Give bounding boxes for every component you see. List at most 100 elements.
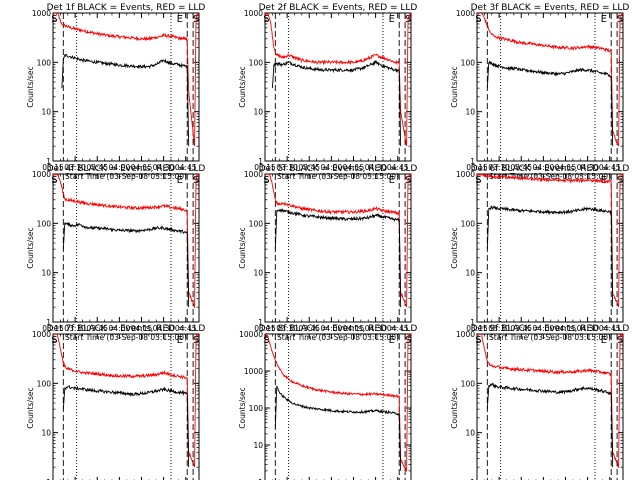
x-tick-label: 03:45 [510,324,532,333]
x-tick-label: 03:15 [254,324,276,333]
x-tick-label: 04:15 [131,163,153,172]
series-line-red [53,334,199,468]
event-marker-s: S [263,14,269,25]
x-tick-label: 04:15 [555,324,577,333]
y-tick-label: 100 [249,404,264,413]
event-marker-s: S [475,175,481,186]
panel-title: Det 7f BLACK = Events, RED = LLD [47,324,206,334]
x-tick-label: 04:45 [599,163,621,172]
y-axis-label: Counts/sec [26,227,35,268]
x-tick-label: 04:30 [153,163,175,172]
event-marker-e: E [177,14,183,25]
x-tick-label: 04:30 [153,324,175,333]
y-axis-label: Counts/sec [238,227,247,268]
y-tick-label: 10000 [239,330,263,339]
y-tick-label: 1 [258,318,263,327]
y-tick-label: 1000 [244,367,263,376]
panel-title: Det 1f BLACK = Events, RED = LLD [47,3,206,13]
series-line-black [486,60,614,147]
detector-panel-6: Det 6f BLACK = Events, RED = LLD 1 10 100 10… [450,164,629,342]
x-tick-label: 03:30 [488,324,510,333]
series-line-red [265,334,411,473]
y-tick-label: 100 [37,58,52,67]
x-tick-label: 03:15 [254,163,276,172]
event-marker-e: E [389,335,395,346]
x-tick-label: 03:15 [42,324,64,333]
x-tick-label: 04:15 [555,163,577,172]
x-tick-label: 03:30 [64,163,86,172]
y-axis-label: Counts/sec [450,227,459,268]
panel-title: Det 4f BLACK = Events, RED = LLD [47,164,206,174]
event-marker-s: S [263,175,269,186]
plot-frame [476,12,624,162]
x-tick-label: 03:45 [510,163,532,172]
x-tick-label: 03:45 [86,324,108,333]
y-tick-label: 10 [41,429,51,438]
x-tick-label: 04:45 [387,163,409,172]
event-marker-e: E [389,14,395,25]
plot-frame [476,173,624,323]
plot-frame [264,173,412,323]
series-line-red [265,13,411,147]
panel-title: Det 3f BLACK = Events, RED = LLD [471,3,630,13]
series-line-black [486,382,614,468]
event-marker-e: E [601,14,607,25]
panel-title: Det 5f BLACK = Events, RED = LLD [259,164,418,174]
series-line-black [274,385,402,471]
detector-panel-3: Det 3f BLACK = Events, RED = LLD 1 10 100 10… [450,3,629,181]
y-axis-label: Counts/sec [26,387,35,428]
y-tick-label: 10 [41,269,51,278]
x-tick-label: 04:30 [365,324,387,333]
event-marker-s: S [263,335,269,346]
event-marker-e: E [177,175,183,186]
series-line-red [477,13,623,147]
y-tick-label: 100 [461,379,476,388]
x-tick-label: 04:15 [343,163,365,172]
y-tick-label: 100 [37,219,52,228]
y-tick-label: 1000 [244,170,263,179]
detector-panel-1: Det 1f BLACK = Events, RED = LLD 1 10 100 10… [26,3,205,181]
y-axis-label: Counts/sec [238,66,247,107]
y-tick-label: 1 [258,157,263,166]
x-axis-label: Start Time (03-Sep-08 03:15:00) [489,333,611,342]
panel-title: Det 8f BLACK = Events, RED = LLD [259,324,418,334]
series-line-black [62,221,190,308]
x-tick-label: 04:00 [109,324,131,333]
series-line-black [61,53,190,147]
detector-panel-2: Det 2f BLACK = Events, RED = LLD 1 10 100 10… [238,3,417,181]
event-marker-e: E [177,335,183,346]
detector-panel-5: Det 5f BLACK = Events, RED = LLD 1 10 100 10… [238,164,417,342]
y-tick-label: 100 [249,58,264,67]
event-marker-s: S [475,335,481,346]
series-line-red [53,13,199,147]
x-tick-label: 04:00 [533,324,555,333]
plot-frame [52,333,200,483]
x-tick-label: 03:30 [488,163,510,172]
panel-title: Det 6f BLACK = Events, RED = LLD [471,164,630,174]
panel-title: Det 9f BLACK = Events, RED = LLD [471,324,630,334]
x-tick-label: 04:45 [387,324,409,333]
x-axis-label: Start Time (03-Sep-08 03:15:00) [489,172,611,181]
x-tick-label: 04:00 [321,163,343,172]
event-marker-e: E [601,335,607,346]
x-tick-label: 03:30 [276,163,298,172]
y-tick-label: 100 [461,219,476,228]
x-axis-label: Start Time (03-Sep-08 03:15:00) [65,333,187,342]
y-tick-label: 1000 [32,170,51,179]
detector-panel-8: Det 8f BLACK = Events, RED = LLD11010010… [238,324,418,485]
x-tick-label: 03:15 [466,163,488,172]
event-marker-s: S [475,14,481,25]
y-tick-label: 1000 [32,330,51,339]
x-tick-label: 04:45 [175,163,197,172]
series-line-black [274,208,402,308]
y-tick-label: 10 [253,441,263,450]
detector-panel-7: Det 7f BLACK = Events, RED = LLD11010010… [26,324,206,485]
y-tick-label: 100 [461,58,476,67]
y-tick-label: 1 [470,318,475,327]
event-marker-s: S [51,14,57,25]
x-tick-label: 03:30 [64,324,86,333]
y-axis-label: Counts/sec [238,387,247,428]
x-tick-label: 04:15 [131,324,153,333]
x-tick-label: 04:45 [175,324,197,333]
